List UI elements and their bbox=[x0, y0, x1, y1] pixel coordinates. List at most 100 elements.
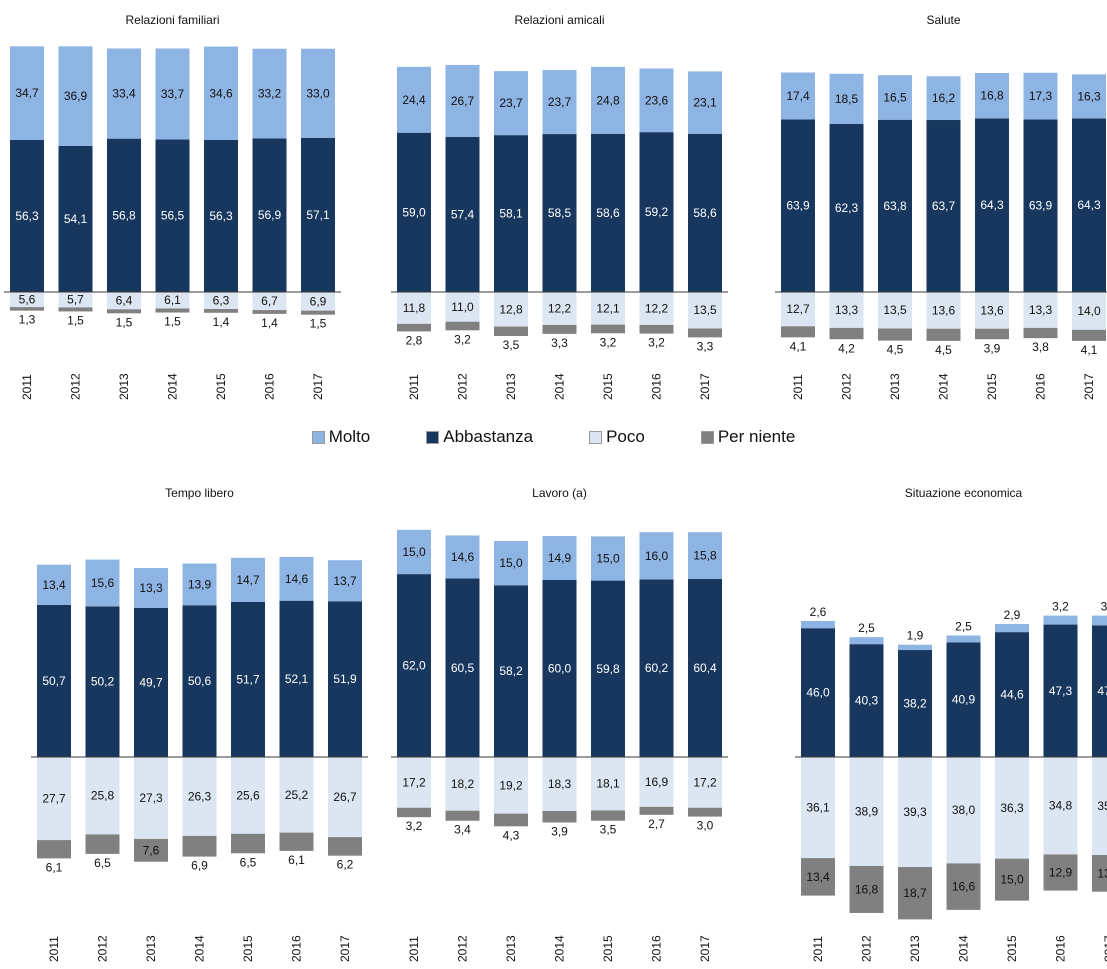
bar-abbastanza bbox=[898, 650, 932, 757]
bar-poco bbox=[301, 292, 335, 311]
bar-abbastanza bbox=[10, 139, 44, 292]
bar-abbastanza bbox=[301, 137, 335, 292]
data-label-poco: 6,3 bbox=[213, 294, 230, 308]
bar-poco bbox=[279, 757, 314, 833]
bar-per-niente bbox=[328, 837, 362, 856]
data-label-per-niente: 3,3 bbox=[697, 339, 714, 353]
data-label-abbastanza: 40,9 bbox=[952, 693, 976, 707]
data-label-poco: 6,9 bbox=[310, 294, 327, 308]
bar-molto bbox=[494, 541, 528, 586]
data-label-abbastanza: 58,6 bbox=[596, 206, 620, 220]
data-label-per-niente: 1,4 bbox=[213, 315, 230, 329]
data-label-poco: 25,6 bbox=[236, 788, 260, 802]
data-label-abbastanza: 51,9 bbox=[333, 672, 357, 686]
tick-label: 2015 bbox=[985, 373, 999, 400]
tick-label: 2015 bbox=[214, 373, 228, 400]
data-label-molto: 24,4 bbox=[402, 93, 426, 107]
tick-label: 2011 bbox=[47, 936, 61, 962]
tick-label: 2013 bbox=[908, 935, 922, 962]
bar-per-niente bbox=[542, 324, 577, 334]
bar-abbastanza bbox=[878, 119, 912, 293]
bar-molto bbox=[252, 48, 287, 139]
data-label-poco: 27,3 bbox=[139, 791, 163, 805]
bar-per-niente bbox=[801, 858, 835, 896]
bar-abbastanza bbox=[231, 601, 265, 757]
bar-abbastanza bbox=[445, 137, 480, 292]
data-label-poco: 18,1 bbox=[596, 777, 620, 791]
legend: Molto Abbastanza Poco Per niente bbox=[0, 425, 1107, 449]
bar-poco bbox=[10, 292, 44, 308]
bar-molto bbox=[591, 536, 625, 581]
data-label-molto: 13,9 bbox=[188, 577, 212, 591]
tick-label: 2016 bbox=[263, 373, 277, 400]
bar-poco bbox=[639, 292, 674, 325]
bar-per-niente bbox=[995, 858, 1029, 901]
data-label-per-niente: 4,2 bbox=[838, 341, 855, 355]
bar-per-niente bbox=[688, 328, 722, 338]
data-label-abbastanza: 60,5 bbox=[451, 661, 475, 675]
data-label-poco: 39,3 bbox=[903, 805, 927, 819]
data-label-abbastanza: 63,9 bbox=[1029, 199, 1053, 213]
bar-molto bbox=[107, 48, 141, 139]
data-label-molto: 3,2 bbox=[1052, 600, 1069, 614]
data-label-poco: 6,4 bbox=[116, 294, 133, 308]
data-label-molto: 13,3 bbox=[139, 581, 163, 595]
data-label-abbastanza: 63,8 bbox=[883, 199, 907, 213]
tick-label: 2012 bbox=[456, 935, 470, 962]
bar-poco bbox=[975, 292, 1009, 329]
bar-per-niente bbox=[878, 328, 912, 341]
data-label-molto: 23,7 bbox=[499, 96, 523, 110]
tick-label: 2016 bbox=[1034, 373, 1048, 400]
data-label-poco: 18,3 bbox=[548, 777, 572, 791]
tick-label: 2013 bbox=[504, 935, 518, 962]
data-label-molto: 33,7 bbox=[161, 87, 185, 101]
data-label-per-niente: 1,3 bbox=[19, 313, 36, 327]
panel-title: Relazioni amicali bbox=[514, 13, 604, 27]
bar-poco bbox=[898, 757, 932, 868]
panel-title: Situazione economica bbox=[905, 486, 1023, 500]
bar-abbastanza bbox=[1023, 119, 1058, 292]
bar-abbastanza bbox=[397, 574, 431, 757]
bar-per-niente bbox=[898, 867, 932, 920]
bar-molto bbox=[995, 624, 1029, 633]
data-label-abbastanza: 50,7 bbox=[42, 674, 66, 688]
data-label-poco: 13,5 bbox=[883, 303, 907, 317]
bar-abbastanza bbox=[252, 138, 287, 292]
legend-item-per-niente: Per niente bbox=[700, 427, 795, 447]
bar-poco bbox=[542, 757, 577, 811]
bar-poco bbox=[688, 292, 722, 329]
data-label-per-niente: 3,2 bbox=[648, 336, 665, 350]
bar-abbastanza bbox=[639, 579, 674, 757]
tick-label: 2012 bbox=[69, 373, 83, 400]
panel-lavoro-a: Lavoro (a) 15,0 62,0 17,2 3,2 2011 14,6 60,5 18,… bbox=[391, 486, 728, 962]
bar-molto bbox=[397, 66, 431, 133]
bar-poco bbox=[58, 292, 93, 308]
tick-label: 2014 bbox=[553, 373, 567, 400]
data-label-poco: 12,8 bbox=[499, 302, 523, 316]
bar-per-niente bbox=[301, 310, 335, 315]
tick-label: 2014 bbox=[957, 935, 971, 962]
bar-molto bbox=[688, 532, 722, 579]
bar-poco bbox=[182, 757, 217, 836]
bar-poco bbox=[878, 292, 912, 329]
data-label-per-niente: 2,8 bbox=[406, 333, 423, 347]
data-label-molto: 23,7 bbox=[548, 95, 572, 109]
bar-molto bbox=[878, 75, 912, 120]
bar-per-niente bbox=[134, 838, 168, 862]
data-label-poco: 5,6 bbox=[19, 293, 36, 307]
bar-molto bbox=[10, 46, 44, 140]
bar-per-niente bbox=[1023, 327, 1058, 339]
bar-molto bbox=[926, 76, 961, 121]
bar-poco bbox=[397, 757, 431, 808]
bar-poco bbox=[252, 292, 287, 311]
bar-molto bbox=[975, 73, 1009, 119]
bar-per-niente bbox=[591, 324, 625, 334]
panel-title: Salute bbox=[926, 13, 960, 27]
data-label-per-niente: 4,1 bbox=[1081, 343, 1098, 357]
tick-label: 2012 bbox=[456, 373, 470, 400]
data-label-poco: 13,3 bbox=[835, 303, 859, 317]
bar-molto bbox=[1092, 615, 1107, 626]
bar-abbastanza bbox=[946, 642, 981, 757]
data-label-abbastanza: 64,3 bbox=[1077, 198, 1101, 212]
